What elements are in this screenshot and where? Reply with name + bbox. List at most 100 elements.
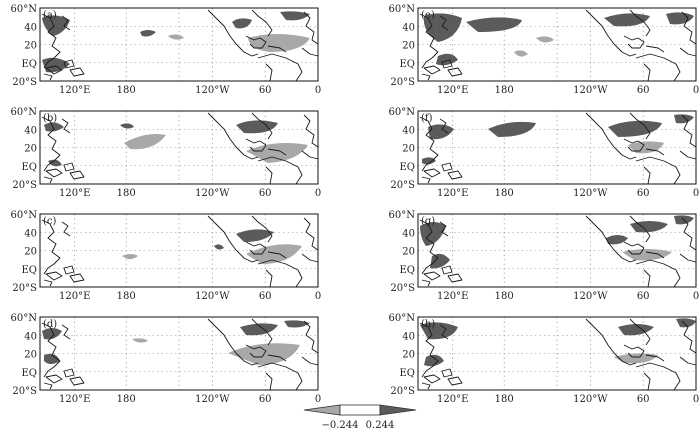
lon-tick-label: 120°E xyxy=(59,394,90,405)
colorbar-neutral-box xyxy=(339,404,381,416)
lon-tick-label: 0 xyxy=(693,291,699,302)
coastline xyxy=(267,251,287,259)
coastline xyxy=(45,271,63,281)
colorbar-high-label: 0.244 xyxy=(366,420,395,431)
lat-tick-label: 20°S xyxy=(12,77,37,88)
positive-anomaly-region xyxy=(236,120,278,134)
coastline xyxy=(447,67,463,77)
lat-tick-label: 40 xyxy=(24,22,37,33)
lat-tick-label: 20 xyxy=(402,350,415,361)
coastline xyxy=(645,251,665,259)
panel-label: (c) xyxy=(43,216,57,227)
lon-tick-label: 180 xyxy=(495,291,514,302)
coastline xyxy=(629,215,651,243)
lon-tick-label: 60 xyxy=(259,394,272,405)
lat-tick-label: 60°N xyxy=(389,107,416,118)
coastline xyxy=(245,138,267,152)
colorbar-positive-triangle xyxy=(379,404,417,416)
lat-tick-label: 20°S xyxy=(12,283,37,294)
lon-tick-label: 120°W xyxy=(195,85,230,96)
coastline xyxy=(303,114,319,148)
coastline xyxy=(265,166,273,185)
lon-tick-label: 60 xyxy=(637,291,650,302)
coastline xyxy=(585,318,637,366)
coastline xyxy=(207,318,259,366)
positive-anomaly-region xyxy=(604,13,650,27)
coastline xyxy=(301,253,319,263)
lon-tick-label: 120°W xyxy=(573,188,608,199)
coastline xyxy=(69,376,85,386)
coastline xyxy=(679,47,697,57)
coastline xyxy=(303,217,319,251)
coastline xyxy=(301,47,319,57)
positive-anomaly-region xyxy=(120,123,134,129)
lon-tick-label: 60 xyxy=(637,85,650,96)
lat-tick-label: EQ xyxy=(400,162,416,173)
lon-tick-label: 0 xyxy=(693,394,699,405)
coastline xyxy=(585,9,637,57)
lat-tick-label: EQ xyxy=(22,59,38,70)
coastline xyxy=(629,318,651,346)
lon-tick-label: 120°E xyxy=(59,85,90,96)
lon-tick-label: 120°W xyxy=(195,291,230,302)
negative-anomaly-region xyxy=(514,50,528,57)
lat-tick-label: 60°N xyxy=(11,4,38,15)
lat-tick-label: 60°N xyxy=(11,107,38,118)
coastline xyxy=(441,368,453,378)
coastline xyxy=(635,362,681,391)
coastline xyxy=(439,221,449,237)
map-panel-d: (d) 60°N 40 20 EQ 20°S 120°E 180 120°W 60 0 xyxy=(0,313,322,412)
coastline xyxy=(251,9,273,37)
lon-tick-label: 60 xyxy=(637,188,650,199)
negative-anomaly-region xyxy=(248,34,310,52)
lon-tick-label: 120°W xyxy=(573,291,608,302)
negative-anomaly-region xyxy=(622,249,672,261)
positive-anomaly-region xyxy=(240,323,278,336)
lon-tick-label: 180 xyxy=(117,85,136,96)
coastline xyxy=(585,215,637,263)
coastline xyxy=(439,324,449,340)
coastline xyxy=(421,176,431,184)
panel-label: (e) xyxy=(421,10,435,21)
coastline xyxy=(257,53,303,82)
coastline xyxy=(69,170,85,180)
lon-tick-label: 0 xyxy=(315,85,321,96)
lat-tick-label: EQ xyxy=(400,368,416,379)
lon-tick-label: 60 xyxy=(259,188,272,199)
coastline xyxy=(267,354,287,362)
lat-tick-label: 20°S xyxy=(390,180,415,191)
coastline xyxy=(635,156,681,185)
coastline xyxy=(63,368,75,378)
coastline xyxy=(681,114,697,148)
lat-tick-label: EQ xyxy=(400,265,416,276)
negative-anomaly-region xyxy=(124,134,166,150)
positive-anomaly-region xyxy=(466,17,522,32)
lat-tick-label: 20°S xyxy=(12,180,37,191)
coastline xyxy=(41,116,61,172)
positive-anomaly-region xyxy=(214,244,224,250)
map-panel-e: (e) 60°N 40 20 EQ 20°S 120°E 180 120°W 60 0 xyxy=(378,4,700,103)
positive-anomaly-region xyxy=(42,328,62,340)
coastline xyxy=(69,273,85,283)
coastline xyxy=(423,168,441,178)
coastline xyxy=(421,382,431,390)
coastline xyxy=(679,150,697,160)
coastline xyxy=(257,362,303,391)
positive-anomaly-region xyxy=(423,13,462,42)
positive-anomaly-region xyxy=(44,353,60,364)
lon-tick-label: 60 xyxy=(259,291,272,302)
lat-tick-label: 20°S xyxy=(390,386,415,397)
coastline xyxy=(643,372,651,391)
map-panel-b: (b) 60°N 40 20 EQ 20°S 120°E 180 120°W 60 0 xyxy=(0,107,322,206)
positive-anomaly-region xyxy=(284,320,310,328)
positive-anomaly-region xyxy=(428,124,454,140)
coastline xyxy=(441,59,453,69)
positive-anomaly-region xyxy=(422,157,436,165)
negative-anomaly-region xyxy=(132,338,148,343)
coastline xyxy=(265,372,273,391)
coastline xyxy=(645,45,665,53)
lon-tick-label: 0 xyxy=(315,291,321,302)
positive-anomaly-region xyxy=(420,322,458,340)
positive-anomaly-region xyxy=(488,121,536,137)
coastline xyxy=(585,112,637,160)
